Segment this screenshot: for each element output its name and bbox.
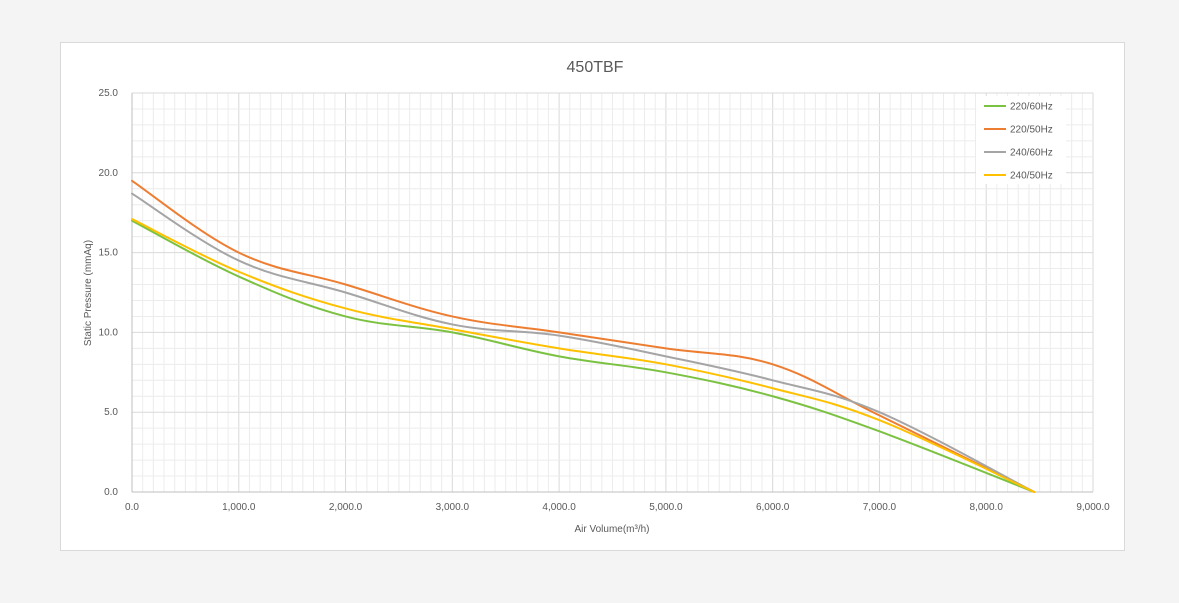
legend: 220/60Hz 220/50Hz 240/60Hz 240/50Hz — [976, 96, 1066, 184]
line-chart: 450TBF 0.0 1,000.0 2,000.0 3,000.0 4,000.0 5,… — [83, 59, 1111, 535]
x-tick-label: 4,000.0 — [542, 502, 576, 513]
y-axis-label: Static Pressure (mmAq) — [83, 240, 94, 346]
series-lines — [131, 179, 1036, 493]
legend-label: 220/60Hz — [1010, 102, 1053, 113]
legend-label: 220/50Hz — [1010, 125, 1053, 136]
axes: 0.0 1,000.0 2,000.0 3,000.0 4,000.0 5,000.0 6,… — [99, 88, 1111, 513]
series-line-240-60hz — [131, 192, 1036, 493]
chart-panel: 450TBF 0.0 1,000.0 2,000.0 3,000.0 4,000.0 5,… — [60, 42, 1125, 551]
y-tick-label: 5.0 — [104, 407, 118, 418]
y-tick-label: 10.0 — [99, 327, 119, 338]
y-tick-label: 15.0 — [99, 248, 119, 259]
series-line-220-60hz — [131, 219, 1036, 493]
x-tick-label: 0.0 — [125, 502, 139, 513]
series-line-220-50hz — [131, 179, 1036, 493]
x-tick-label: 8,000.0 — [970, 502, 1004, 513]
y-tick-label: 25.0 — [99, 88, 119, 99]
legend-label: 240/50Hz — [1010, 171, 1053, 182]
x-tick-label: 7,000.0 — [863, 502, 897, 513]
series-line-240-50hz — [131, 218, 1036, 493]
x-tick-label: 1,000.0 — [222, 502, 256, 513]
legend-label: 240/60Hz — [1010, 148, 1053, 159]
chart-title: 450TBF — [567, 59, 624, 76]
x-tick-label: 3,000.0 — [436, 502, 470, 513]
x-tick-label: 9,000.0 — [1076, 502, 1110, 513]
legend-box — [976, 96, 1066, 184]
x-tick-label: 6,000.0 — [756, 502, 790, 513]
x-tick-label: 2,000.0 — [329, 502, 363, 513]
y-tick-label: 0.0 — [104, 487, 118, 498]
y-tick-label: 20.0 — [99, 168, 119, 179]
x-tick-label: 5,000.0 — [649, 502, 683, 513]
x-axis-label: Air Volume(m³/h) — [574, 524, 649, 535]
